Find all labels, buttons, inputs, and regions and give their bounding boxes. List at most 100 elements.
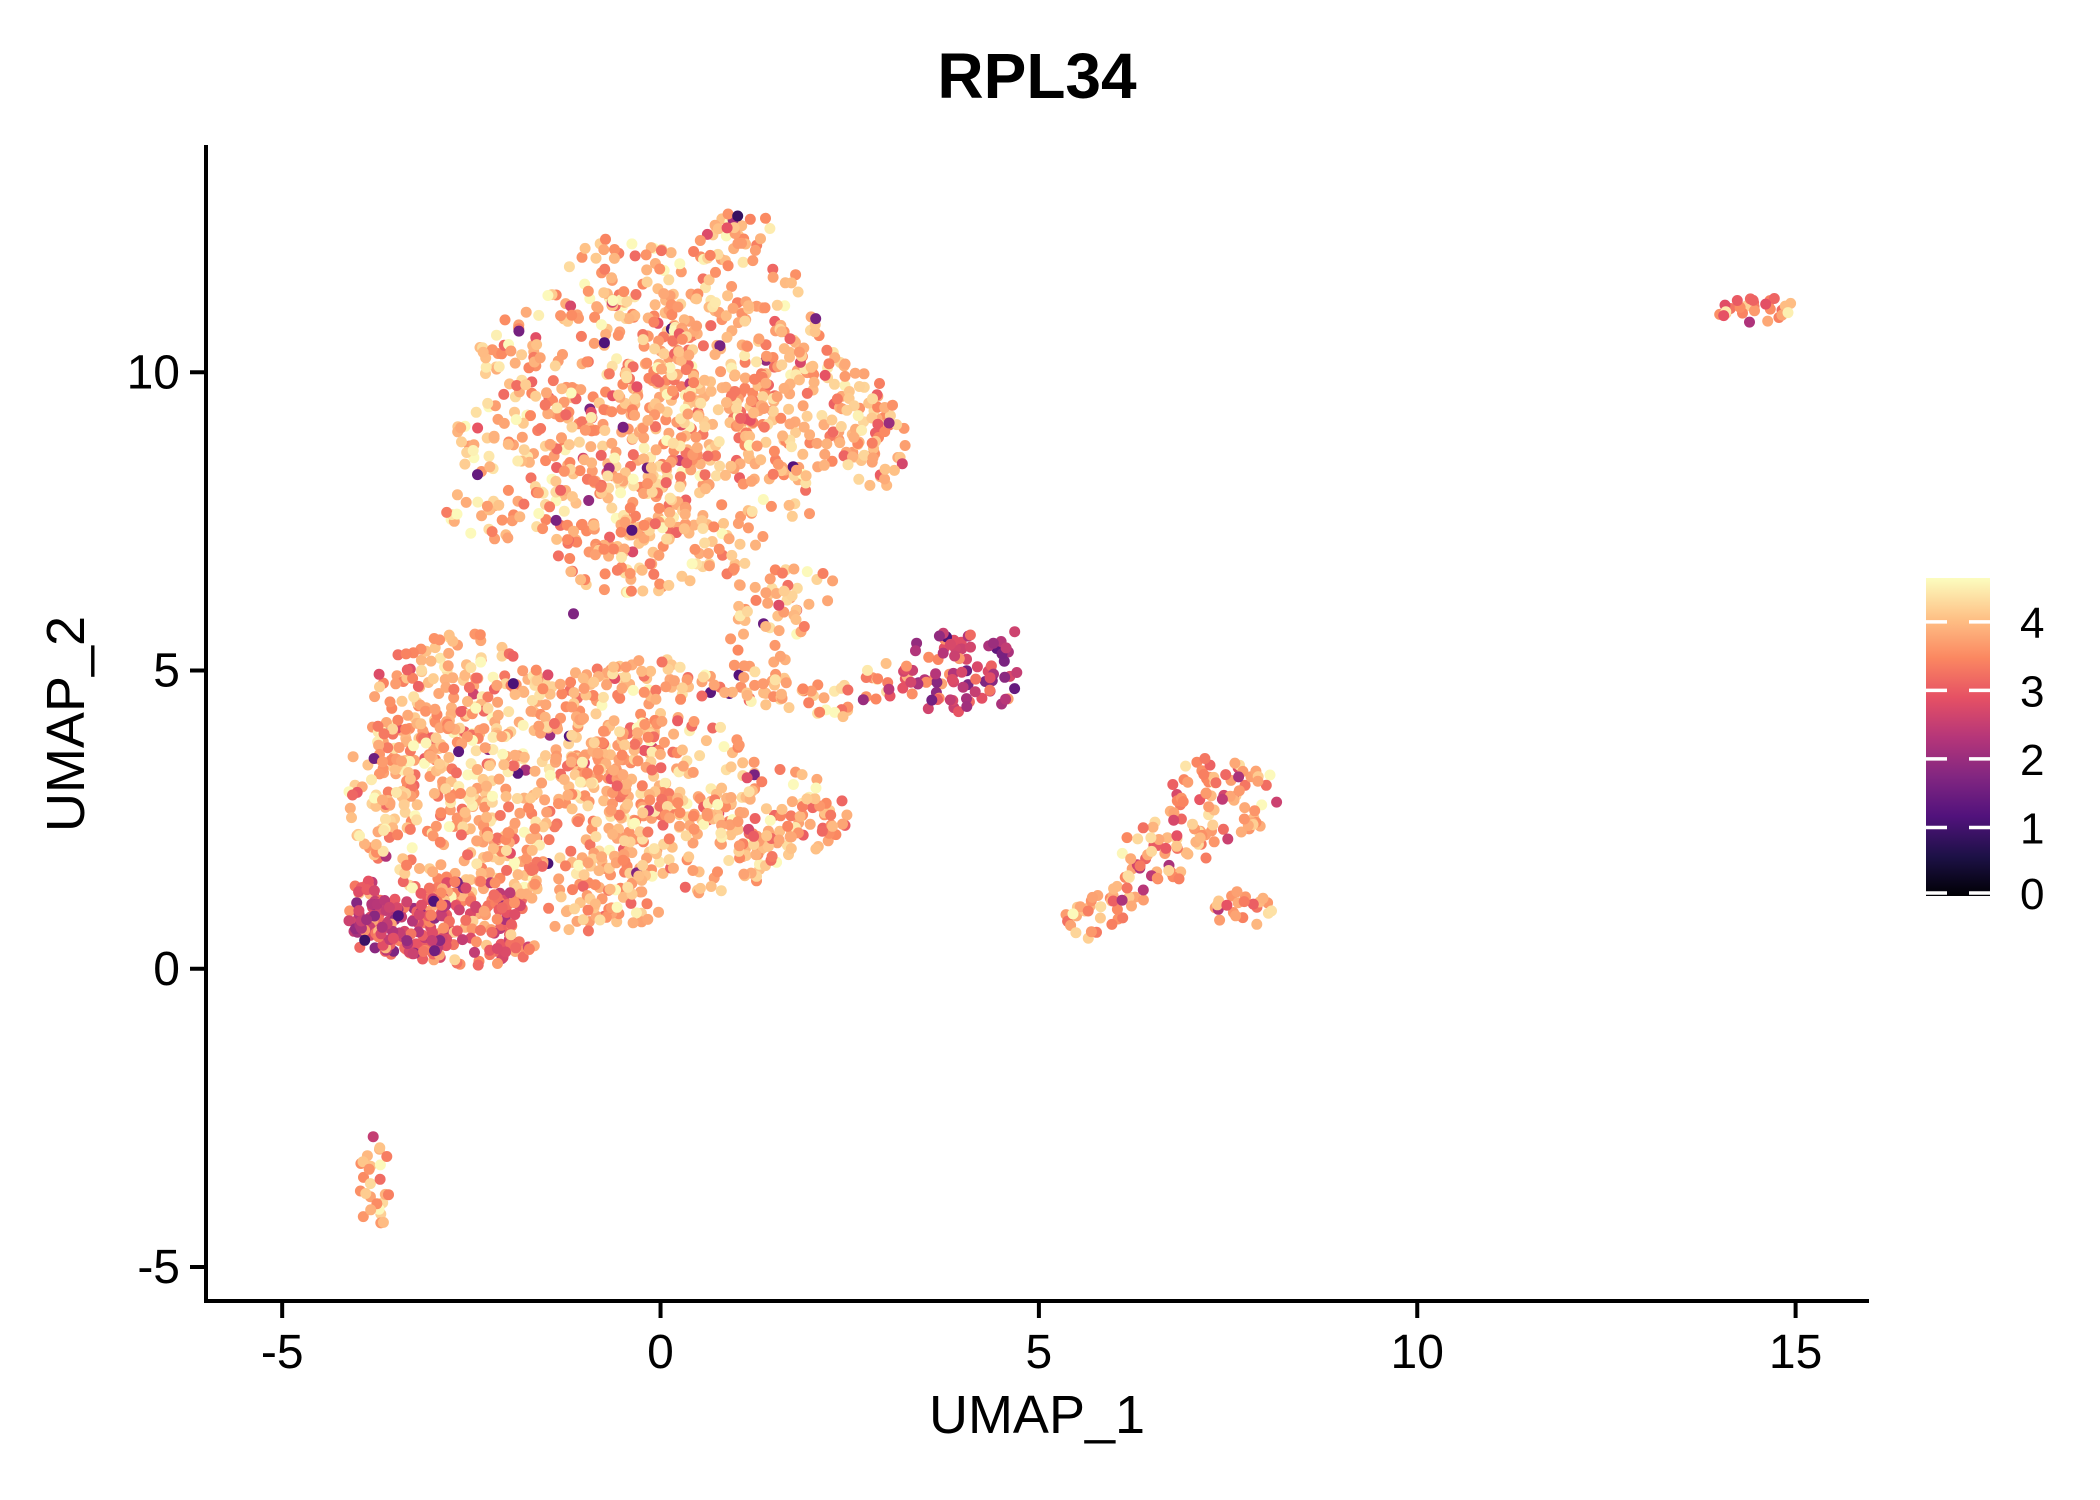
data-point <box>688 246 700 257</box>
data-point <box>1137 822 1149 834</box>
data-point <box>700 735 712 747</box>
data-point <box>443 821 455 833</box>
data-point <box>858 368 870 380</box>
data-point <box>449 876 461 888</box>
data-point <box>470 702 482 714</box>
data-point <box>450 767 462 779</box>
data-point <box>778 585 790 597</box>
data-point <box>359 934 371 946</box>
data-point <box>866 437 878 449</box>
data-point <box>787 779 799 790</box>
data-point <box>632 755 644 767</box>
data-point <box>726 686 738 698</box>
data-point <box>449 867 461 879</box>
data-point <box>514 807 526 819</box>
data-point <box>835 421 847 432</box>
data-point <box>769 674 781 686</box>
data-point <box>606 502 618 514</box>
data-point <box>622 798 634 810</box>
data-point <box>786 441 797 453</box>
data-point <box>680 830 692 842</box>
data-point <box>956 666 968 678</box>
data-point <box>598 244 610 256</box>
data-point <box>438 922 450 934</box>
data-point <box>590 252 602 264</box>
data-point <box>1163 865 1175 876</box>
data-point <box>1251 918 1263 930</box>
data-point <box>425 909 437 921</box>
data-point <box>816 825 828 837</box>
data-point <box>792 286 804 298</box>
data-point <box>710 297 721 309</box>
data-point <box>607 295 619 306</box>
data-point <box>738 628 749 640</box>
data-point <box>466 923 478 935</box>
data-point <box>577 914 589 926</box>
data-point <box>481 811 492 823</box>
data-point <box>675 432 687 444</box>
data-point <box>686 558 698 570</box>
data-point <box>797 448 809 460</box>
data-point <box>738 672 750 683</box>
data-point <box>507 650 519 662</box>
data-point <box>836 795 848 807</box>
data-point <box>653 502 665 514</box>
data-point <box>366 774 377 786</box>
data-point <box>1000 642 1012 654</box>
data-point <box>398 799 410 811</box>
data-point <box>572 816 584 828</box>
data-point <box>767 405 779 417</box>
data-point <box>734 538 746 550</box>
data-point <box>523 943 535 955</box>
data-point <box>687 837 699 849</box>
data-point <box>598 543 610 555</box>
data-point <box>475 924 486 936</box>
data-point <box>471 672 483 684</box>
data-point <box>805 685 817 697</box>
data-point <box>750 849 762 861</box>
data-point <box>460 914 472 926</box>
data-point <box>627 361 639 373</box>
data-point <box>367 1131 379 1143</box>
data-point <box>629 393 641 405</box>
data-point <box>606 272 618 284</box>
data-point <box>1216 793 1228 805</box>
data-point <box>517 951 529 963</box>
data-point <box>555 310 567 322</box>
data-point <box>627 546 639 558</box>
data-point <box>387 723 399 735</box>
data-point <box>659 777 671 789</box>
data-point <box>427 830 439 842</box>
data-point <box>699 537 711 549</box>
data-point <box>374 1173 386 1185</box>
data-point <box>598 337 610 349</box>
data-point <box>344 905 356 917</box>
data-point <box>748 407 760 419</box>
data-point <box>598 795 610 807</box>
data-point <box>573 859 585 871</box>
data-point <box>638 442 650 454</box>
data-point <box>627 449 639 461</box>
data-point <box>784 351 795 363</box>
data-point <box>758 402 770 414</box>
data-point <box>601 679 613 691</box>
data-point <box>608 252 620 264</box>
data-point <box>627 684 639 696</box>
data-point <box>1198 769 1210 780</box>
data-point <box>525 705 537 717</box>
data-point <box>738 868 750 880</box>
data-point <box>1231 886 1243 898</box>
data-point <box>404 773 416 785</box>
data-point <box>586 457 598 469</box>
data-point <box>565 566 577 578</box>
data-point <box>543 902 555 914</box>
data-point <box>608 543 620 555</box>
data-point <box>347 751 359 763</box>
data-point <box>353 886 365 898</box>
x-tick-label: 10 <box>1391 1326 1444 1379</box>
data-point <box>1146 845 1158 857</box>
data-point <box>774 764 786 775</box>
data-point <box>1247 898 1259 910</box>
data-point <box>771 391 783 403</box>
data-point <box>780 677 792 689</box>
